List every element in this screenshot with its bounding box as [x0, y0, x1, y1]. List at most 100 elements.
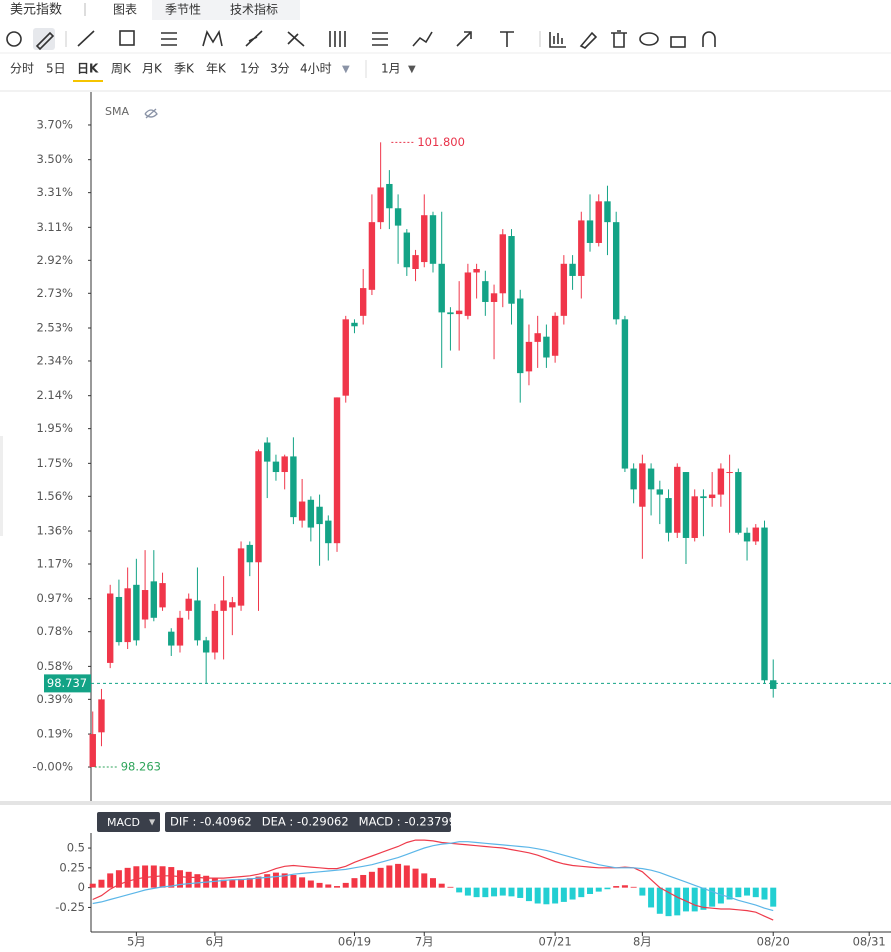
period-button[interactable]: 5日 [46, 62, 66, 76]
tool-icon[interactable] [372, 32, 388, 46]
macd-bar [299, 877, 306, 888]
tool-icon[interactable] [639, 32, 659, 46]
macd-line [92, 841, 774, 912]
candle-body [141, 590, 149, 620]
macd-bar [98, 879, 105, 888]
candle-body [691, 496, 698, 538]
candle-body [473, 269, 480, 273]
candle-body [525, 341, 533, 372]
tool-icon[interactable] [35, 31, 55, 51]
dropdown-arrow[interactable]: ▼ [149, 818, 156, 827]
y-tick-label: -0.00% [32, 760, 73, 774]
x-tick-label: 6月 [205, 935, 224, 949]
tool-icon[interactable] [549, 32, 566, 48]
period-button[interactable]: 4小时 [300, 62, 332, 76]
macd-bar [395, 863, 402, 888]
candle-body [665, 498, 672, 533]
macd-bar [464, 887, 471, 896]
candle-body [464, 272, 472, 316]
range-select[interactable]: 1月 [381, 62, 401, 76]
period-button[interactable]: 3分 [270, 62, 290, 76]
tool-icon[interactable] [77, 30, 95, 47]
period-button[interactable]: 季K [174, 62, 195, 76]
macd-bar [185, 871, 192, 888]
macd-line [92, 839, 774, 921]
tool-icon[interactable] [6, 31, 22, 47]
period-button[interactable]: 分时 [10, 62, 34, 76]
y-tick-label: 0.25 [59, 860, 85, 874]
tool-icon[interactable] [287, 31, 305, 47]
candle-body [246, 544, 253, 563]
candle-body [194, 600, 201, 641]
macd-bar [421, 873, 428, 888]
tab[interactable]: 图表 [113, 3, 137, 17]
toolbar [6, 28, 716, 51]
y-tick-label: 3.11% [36, 220, 73, 234]
tool-icon[interactable] [670, 36, 686, 48]
tool-icon[interactable] [412, 31, 433, 47]
candle-body [682, 472, 690, 538]
indicator-select[interactable] [97, 812, 160, 832]
candle-body [394, 208, 402, 226]
candle-body [150, 581, 158, 618]
candle-body [264, 442, 271, 462]
macd-bar [560, 887, 567, 902]
tab[interactable]: 技术指标 [230, 2, 278, 17]
dropdown-arrow[interactable]: ▼ [408, 64, 416, 75]
tool-icon[interactable] [500, 31, 514, 47]
macd-bar [325, 884, 332, 888]
candle-body [368, 222, 376, 290]
macd-bar [351, 878, 358, 888]
dropdown-arrow[interactable]: ▼ [342, 64, 350, 75]
y-tick-label: 1.95% [36, 421, 73, 435]
candle-body [351, 322, 358, 327]
macd-bar [578, 887, 585, 898]
macd-bar [656, 887, 663, 914]
tool-icon[interactable] [456, 31, 472, 47]
period-button[interactable]: 日K [77, 62, 99, 76]
macd-bar [770, 887, 777, 907]
tool-icon[interactable] [161, 32, 177, 46]
period-button[interactable]: 年K [206, 62, 227, 76]
extreme-label: 98.263 [121, 760, 161, 774]
macd-bar [744, 887, 751, 896]
indicator-name[interactable]: MACD [107, 816, 140, 829]
tool-icon[interactable] [702, 31, 716, 47]
macd-bar [360, 874, 367, 888]
candle-body [578, 220, 585, 276]
extreme-label: 101.800 [417, 135, 465, 149]
candle-body [543, 336, 550, 358]
tool-icon[interactable] [245, 30, 263, 47]
macd-bar [281, 873, 288, 888]
tool-icon[interactable] [611, 30, 627, 48]
period-button[interactable]: 月K [142, 62, 163, 76]
candle-body [595, 201, 602, 243]
tab[interactable]: 季节性 [165, 3, 201, 17]
macd-bar [272, 872, 279, 888]
macd-bar [691, 887, 698, 912]
macd-bar [604, 887, 611, 890]
x-tick-label: 7月 [415, 935, 434, 949]
tool-icon[interactable] [119, 30, 135, 46]
y-tick-label: 2.92% [36, 253, 73, 267]
tool-icon[interactable] [202, 29, 223, 47]
candle-body [735, 472, 742, 533]
tool-icon[interactable] [329, 31, 346, 47]
candle-body [229, 602, 236, 608]
candle-body [569, 263, 576, 276]
macd-bar [665, 887, 672, 917]
macd-bar [735, 887, 742, 898]
visibility-icon[interactable] [144, 108, 158, 119]
macd-bar [238, 878, 245, 888]
period-button[interactable]: 周K [111, 62, 132, 76]
macd-bar [517, 887, 524, 898]
macd-bar [613, 886, 620, 888]
period-button[interactable]: 1分 [240, 62, 260, 76]
macd-bar [482, 887, 489, 898]
active-tab [100, 0, 152, 20]
candle-body [89, 734, 96, 768]
tool-icon[interactable] [579, 31, 598, 49]
candle-body [298, 501, 306, 521]
y-tick-label: 1.17% [36, 557, 73, 571]
macd-bar [456, 887, 463, 893]
